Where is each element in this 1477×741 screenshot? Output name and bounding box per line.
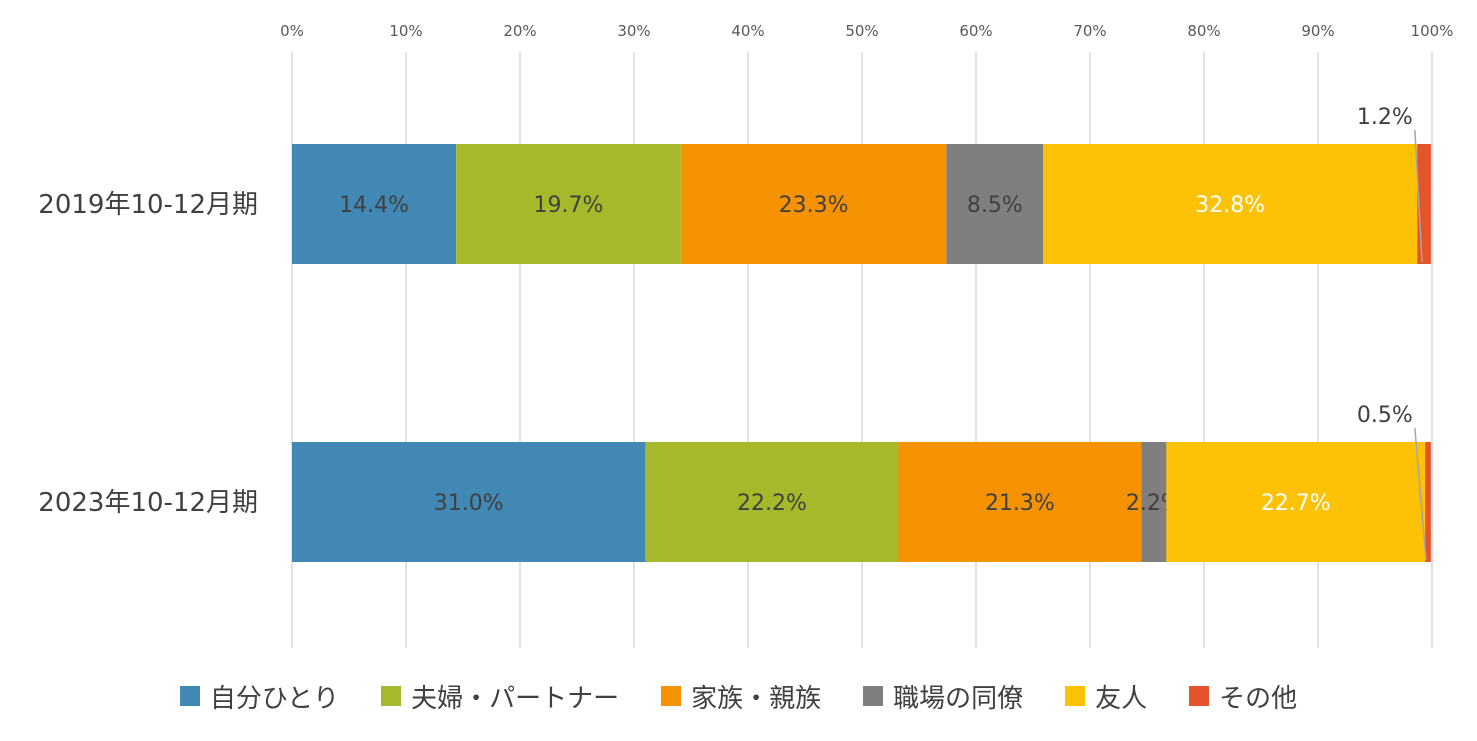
data-label: 32.8% [1195,193,1265,218]
legend-label: 家族・親族 [691,683,822,714]
bar-segment [680,144,947,264]
bar-segment [456,144,681,264]
legend-label: 自分ひとり [209,683,340,714]
legend-label: 友人 [1095,683,1148,714]
x-tick-label: 80% [1187,22,1220,40]
leader-line [1414,427,1427,561]
data-label: 1.2% [1357,105,1413,130]
legend-item: その他 [1189,678,1297,715]
legend-swatch [179,686,200,706]
data-label: 22.7% [1261,491,1331,516]
data-label: 23.3% [779,193,849,218]
data-label: 0.5% [1357,403,1413,428]
x-tick-label: 70% [1073,22,1106,40]
bar-segment [645,442,899,562]
legend-label: その他 [1219,683,1298,714]
x-tick-label: 0% [280,22,304,40]
x-tick-label: 50% [845,22,878,40]
stacked-bar-chart: 0% 10% 20% 30% 40% 50% 60% 70% 80% 90% 100% 2019年10… [38,22,1454,648]
data-label: 19.7% [534,193,604,218]
legend-label: 職場の同僚 [893,683,1024,714]
data-label: 8.5% [967,193,1023,218]
bar-segment [1425,442,1431,562]
category-label: 2023年10-12月期 [38,488,258,518]
data-label: 31.0% [434,491,504,516]
data-label: 21.3% [985,491,1055,516]
chart-legend: 自分ひとり 夫婦・パートナー 家族・親族 職場の同僚 友人 その他 [0,674,1477,718]
legend-item: 夫婦・パートナー [381,678,619,715]
x-tick-label: 100% [1411,22,1454,40]
x-tick-label: 60% [959,22,992,40]
legend-item: 家族・親族 [661,678,821,715]
legend-swatch [1189,686,1210,706]
legend-item: 自分ひとり [179,678,340,715]
legend-swatch [661,686,682,706]
data-label: 14.4% [339,193,409,218]
bar-segment [292,442,646,562]
x-tick-label: 30% [617,22,650,40]
bar-segment [1166,442,1426,562]
data-label: 22.2% [737,491,807,516]
x-tick-label: 90% [1301,22,1334,40]
x-tick-label: 40% [731,22,764,40]
bar-segment [898,442,1142,562]
bar-segment [1043,144,1418,264]
bar-segment [292,144,457,264]
legend-item: 友人 [1065,678,1147,715]
leader-line [1414,129,1423,263]
x-tick-label: 10% [389,22,422,40]
x-tick-label: 20% [503,22,536,40]
category-label: 2019年10-12月期 [38,190,258,220]
legend-swatch [863,686,884,706]
bar-segment [946,144,1044,264]
legend-item: 職場の同僚 [863,678,1023,715]
legend-label: 夫婦・パートナー [411,683,620,714]
legend-swatch [381,686,402,706]
legend-swatch [1065,686,1086,706]
bar-segment [1141,442,1167,562]
